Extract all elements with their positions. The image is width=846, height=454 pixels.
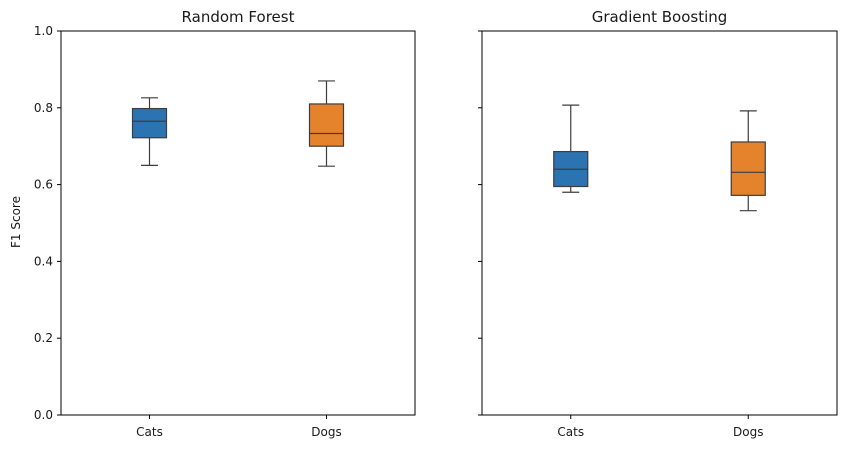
- box-cats: Cats: [131, 97, 168, 439]
- y-tick-label: 0.6: [34, 178, 53, 192]
- y-tick-label: 1.0: [34, 24, 53, 38]
- x-tick-label: Dogs: [311, 425, 341, 439]
- panel-2: Gradient Boosting Cats Dogs: [478, 8, 838, 439]
- plot-frame: [60, 30, 416, 416]
- iqr-box: [730, 141, 766, 196]
- y-tick-label: 0.8: [34, 101, 53, 115]
- box-dogs: Dogs: [308, 80, 345, 439]
- y-tick-label: 0.4: [34, 254, 53, 268]
- x-tick-label: Cats: [136, 425, 163, 439]
- y-axis-label: F1 Score: [9, 196, 23, 248]
- x-tick-label: Dogs: [733, 425, 763, 439]
- panel-title: Random Forest: [182, 8, 295, 26]
- y-tick-label: 0.0: [34, 408, 53, 422]
- plot-frame: [481, 30, 838, 416]
- iqr-box: [308, 103, 345, 147]
- panel-title: Gradient Boosting: [592, 8, 728, 26]
- box-dogs: Dogs: [730, 110, 766, 439]
- x-tick-label: Cats: [557, 425, 584, 439]
- panel-1: Random Forest 0.0 0.2 0.4 0.6 0.8 1.0 Cats Dogs: [34, 8, 416, 439]
- y-tick-label: 0.2: [34, 331, 53, 345]
- box-cats: Cats: [553, 104, 589, 439]
- iqr-box: [131, 107, 168, 139]
